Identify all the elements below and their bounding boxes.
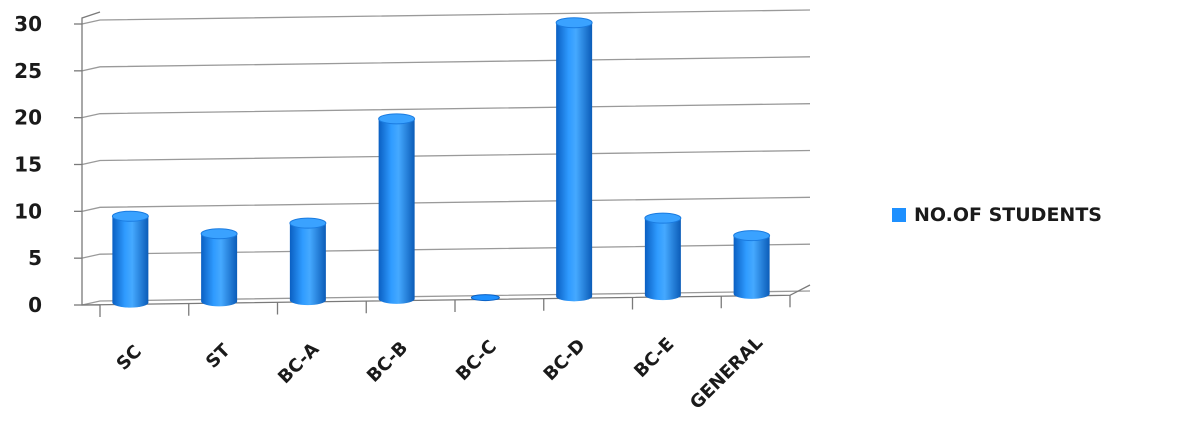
y-tick-label: 10	[14, 199, 42, 223]
bar	[289, 217, 327, 306]
x-tick-label: BC-A	[274, 339, 323, 388]
x-tick-labels: SC ST BC-A BC-B BC-C BC-D BC-E GENERAL	[113, 333, 768, 414]
bar-top	[200, 228, 238, 240]
bar	[378, 113, 416, 304]
y-tick-label: 25	[14, 59, 42, 83]
gridline	[81, 9, 811, 25]
bar-body	[378, 118, 415, 304]
x-tick-label: BC-D	[540, 335, 590, 385]
y-tick-label: 0	[28, 293, 42, 317]
bar-top	[644, 212, 682, 224]
bar-body	[201, 233, 238, 307]
bar-body	[644, 218, 681, 301]
x-axis-line	[81, 284, 811, 306]
legend-label: NO.OF STUDENTS	[914, 204, 1102, 226]
y-tick-label: 20	[14, 106, 42, 130]
bar	[111, 210, 149, 308]
bar-body	[112, 216, 149, 308]
bar-top	[289, 217, 327, 229]
x-tick-label: SC	[113, 341, 146, 374]
bar-top	[378, 113, 416, 125]
x-tick-label: GENERAL	[686, 333, 767, 414]
x-tick-label: BC-E	[630, 334, 678, 382]
bar-body	[733, 235, 770, 299]
bar-top	[470, 294, 500, 302]
bar	[470, 294, 500, 302]
gridlines	[74, 9, 811, 317]
bars	[111, 17, 771, 308]
gridline	[81, 56, 811, 72]
legend: NO.OF STUDENTS	[892, 204, 1102, 226]
bar-top	[555, 17, 593, 29]
legend-swatch	[892, 208, 906, 222]
gridline	[81, 103, 811, 119]
bar-top	[111, 210, 149, 222]
y-axis-line	[81, 11, 101, 306]
x-tick-label: BC-C	[452, 336, 501, 385]
gridline	[81, 149, 811, 166]
bar	[555, 17, 593, 302]
bar-top	[733, 230, 771, 242]
axes	[81, 11, 101, 306]
y-tick-label: 15	[14, 153, 42, 177]
bar	[200, 228, 238, 307]
bar-body	[556, 22, 593, 302]
bar	[733, 230, 771, 299]
gridline	[81, 196, 811, 212]
x-tick-label: ST	[202, 340, 235, 373]
y-tick-label: 30	[14, 12, 42, 36]
bar-body	[289, 223, 326, 306]
gridline	[81, 243, 811, 259]
x-tick-label: BC-B	[363, 338, 412, 387]
y-tick-labels: 0 5 10 15 20 25 30	[14, 12, 42, 317]
y-tick-label: 5	[28, 246, 42, 270]
bar	[644, 212, 682, 301]
